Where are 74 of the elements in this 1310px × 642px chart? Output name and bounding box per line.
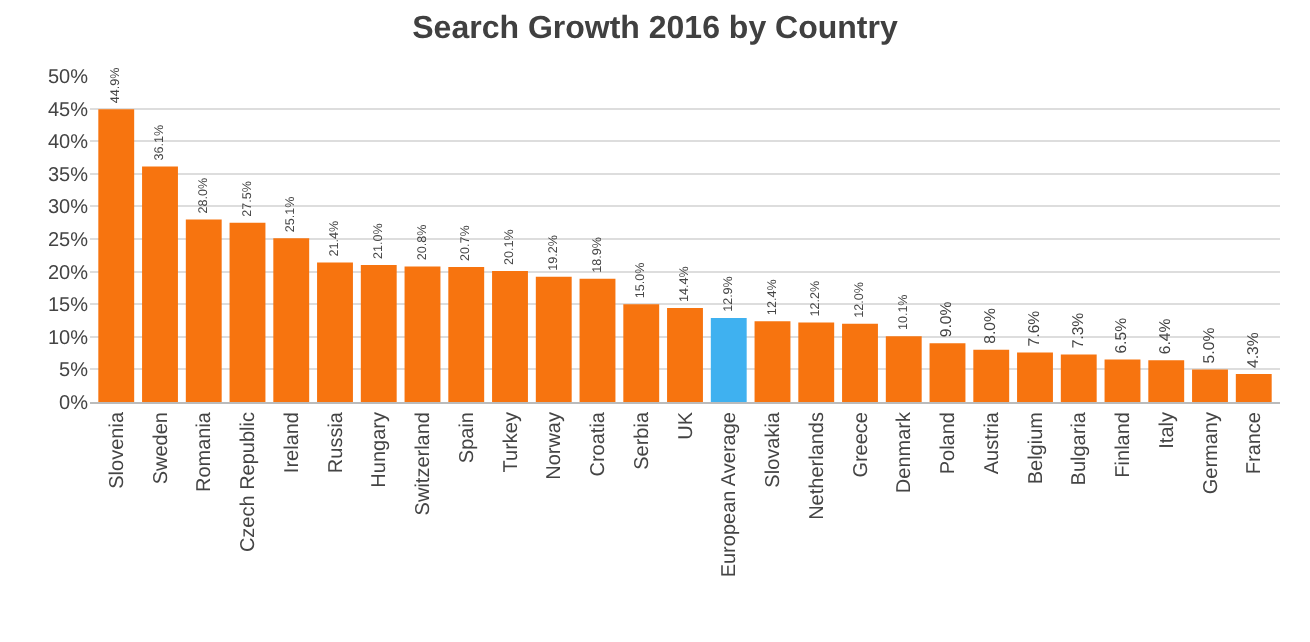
bar [710,317,747,402]
x-tick-label: Belgium [1025,412,1048,485]
bar [98,109,135,402]
chart-title: Search Growth 2016 by Country [412,12,898,47]
data-label: 6.5% [1112,317,1131,354]
x-tick-label: Denmark [894,410,917,494]
bar [185,219,222,402]
bar [623,304,660,402]
y-tick-label: 35% [47,164,89,187]
data-label: 8.0% [981,308,1000,344]
bar [1148,360,1185,402]
data-label: 7.3% [1068,312,1087,349]
x-tick-label: France [1244,411,1267,475]
bar [142,166,178,402]
y-tick-label: 45% [47,99,89,122]
x-tick-label: Poland [938,412,960,475]
x-tick-label: Norway [544,412,567,480]
data-label: 6.4% [1156,318,1175,355]
x-tick-label: Turkey [500,412,523,473]
x-tick-label: Austria [981,411,1004,475]
x-tick-label: Ireland [281,412,304,474]
bar [842,323,878,402]
x-tick-label: Netherlands [806,412,829,520]
x-tick-label: European Average [719,411,742,578]
bar [973,349,1010,402]
x-tick-label: Slovakia [763,411,785,488]
bar [1060,354,1097,402]
bar [754,321,791,402]
bar [535,276,572,402]
y-tick-label: 5% [59,360,89,383]
x-tick-label: Croatia [588,411,610,477]
x-tick-label: UK [675,411,698,440]
x-tick-label: Spain [456,412,479,464]
x-tick-label: Finland [1113,412,1135,478]
y-tick-label: 30% [47,197,89,220]
y-tick-label: 0% [59,393,89,415]
bar [798,322,835,402]
x-tick-label: Czech Republic [238,412,260,553]
bar [579,278,616,402]
bar [360,265,397,402]
x-tick-label: Serbia [631,411,654,470]
x-tick-label: Italy [1156,412,1179,449]
x-tick-label: Romania [194,411,217,493]
x-tick-label: Russia [325,411,348,474]
x-tick-label: Bulgaria [1069,411,1092,486]
bar [1104,359,1141,402]
bar [1235,373,1272,402]
x-tick-label: Switzerland [413,412,435,516]
x-tick-label: Germany [1200,412,1223,495]
bar [492,270,528,402]
bar [229,222,266,402]
y-tick-label: 25% [47,230,89,252]
bar [1192,369,1228,402]
x-tick-label: Hungary [369,412,392,488]
y-tick-label: 15% [47,295,89,318]
bar [404,266,441,402]
x-tick-label: Greece [850,411,873,478]
y-tick-label: 20% [47,262,89,285]
bar [448,267,485,402]
x-tick-label: Slovenia [106,411,129,489]
bar [667,308,703,402]
y-tick-label: 50% [47,67,89,89]
y-tick-label: 40% [47,132,89,155]
x-tick-label: Sweden [150,412,173,485]
bar [885,336,922,402]
data-label: 9.0% [937,301,956,338]
data-label: 4.3% [1243,332,1262,368]
y-tick-label: 10% [47,327,89,350]
bar [317,262,353,402]
bar [929,343,966,402]
data-label: 7.6% [1024,310,1043,347]
bar [273,238,310,402]
data-label: 5.0% [1199,327,1218,364]
bar [1017,352,1053,402]
